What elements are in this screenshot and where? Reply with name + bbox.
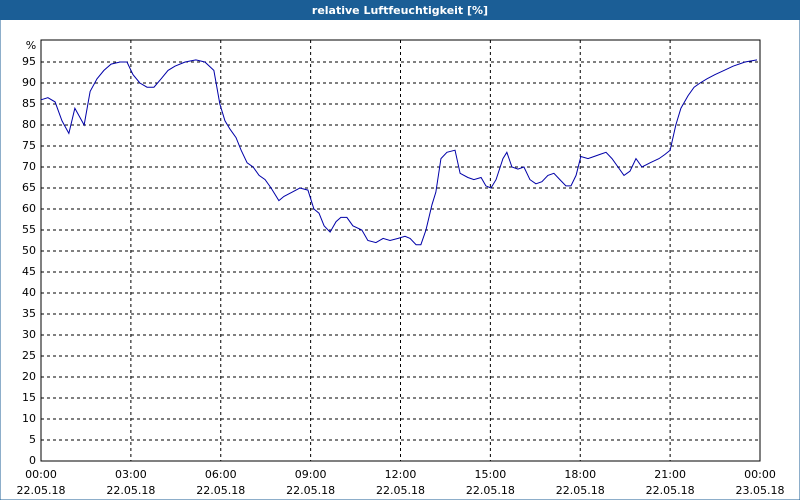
x-tick-date: 22.05.18 [646,484,695,497]
title-bar [0,0,800,20]
y-tick-label: 65 [22,181,36,194]
y-tick-label: 70 [22,160,36,173]
y-tick-label: 10 [22,412,36,425]
y-tick-label: 80 [22,118,36,131]
x-tick-label: 03:00 [115,468,147,481]
y-tick-label: 20 [22,370,36,383]
y-tick-label: 25 [22,349,36,362]
y-tick-label: 45 [22,265,36,278]
y-tick-label: 85 [22,97,36,110]
y-tick-label: 75 [22,139,36,152]
x-tick-label: 06:00 [205,468,237,481]
y-tick-label: 5 [29,433,36,446]
x-tick-label: 12:00 [385,468,417,481]
x-tick-date: 22.05.18 [556,484,605,497]
x-tick-label: 00:00 [744,468,776,481]
y-tick-label: 15 [22,391,36,404]
x-tick-date: 22.05.18 [106,484,155,497]
y-tick-label: 60 [22,202,36,215]
x-tick-date: 22.05.18 [196,484,245,497]
x-tick-date: 22.05.18 [466,484,515,497]
y-tick-label: 50 [22,244,36,257]
chart-title: relative Luftfeuchtigkeit [%] [312,4,488,17]
y-axis-label: % [26,39,36,52]
x-tick-date: 23.05.18 [736,484,785,497]
y-tick-label: 35 [22,307,36,320]
x-tick-label: 21:00 [654,468,686,481]
x-tick-label: 18:00 [564,468,596,481]
y-tick-label: 95 [22,55,36,68]
y-tick-label: 30 [22,328,36,341]
y-tick-label: 90 [22,76,36,89]
data-line [40,59,758,246]
x-tick-label: 09:00 [295,468,327,481]
y-tick-label: 40 [22,286,36,299]
x-tick-date: 22.05.18 [17,484,66,497]
x-tick-date: 22.05.18 [286,484,335,497]
y-tick-label: 55 [22,223,36,236]
x-tick-label: 15:00 [475,468,507,481]
y-tick-label: 0 [29,454,36,467]
x-tick-label: 00:00 [25,468,57,481]
x-tick-date: 22.05.18 [376,484,425,497]
